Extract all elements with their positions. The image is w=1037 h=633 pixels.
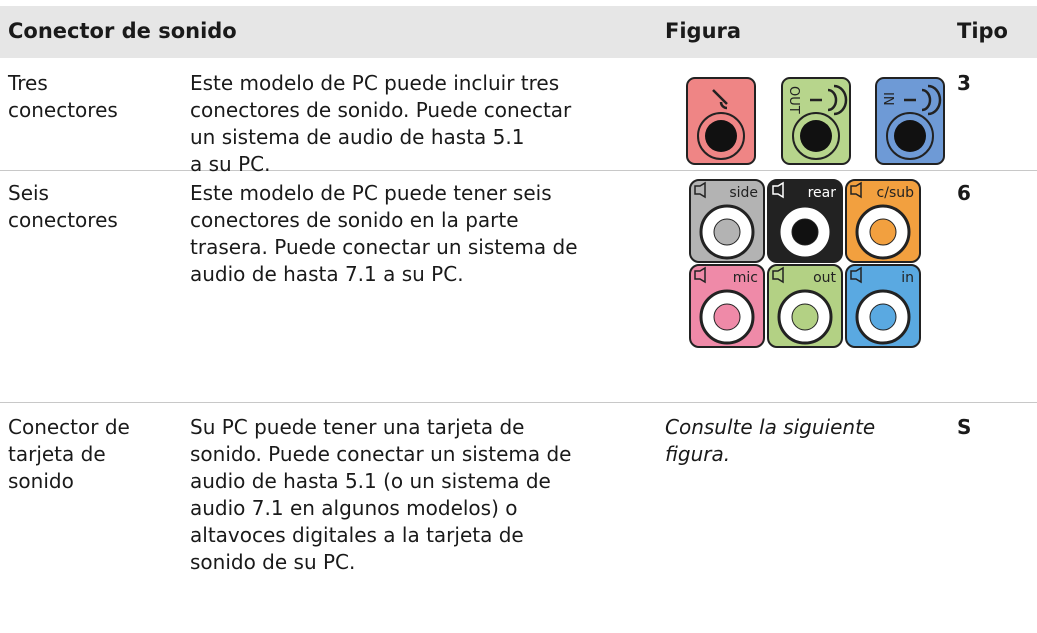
port-icon [850,181,862,199]
connector-line: Conector de [8,415,130,439]
description-line: Este modelo de PC puede tener seis [190,181,552,205]
description-line: sonido de su PC. [190,550,356,574]
connector-line: Tres [8,71,48,95]
row-separator [0,170,1037,171]
description-line: un sistema de audio de hasta 5.1 [190,125,525,149]
jack-label: c/sub [877,185,915,201]
jack-ring [886,112,934,160]
jack-label: side [729,185,758,201]
description-line: altavoces digitales a la tarjeta de [190,523,524,547]
header-cell: Conector de sonido [8,19,237,43]
type-cell: 6 [957,181,971,205]
port-icon [772,266,784,284]
jack-label: rear [808,185,837,201]
jack-ring [697,112,745,160]
jack-ring [792,112,840,160]
jack-hole [713,218,741,246]
jack-label: mic [733,270,758,286]
port-icon [850,266,862,284]
jack-hole [791,303,819,331]
header-cell: Tipo [957,19,1008,43]
jack-label: in [901,270,914,286]
type-cell: 3 [957,71,971,95]
jack-hole [713,303,741,331]
description-line: audio de hasta 7.1 a su PC. [190,262,464,286]
row-separator [0,402,1037,403]
jack-label: IN [880,92,895,106]
jack-hole [705,120,737,152]
type-cell: S [957,415,972,439]
jack-label: out [813,270,836,286]
description-line: sonido. Puede conectar un sistema de [190,442,572,466]
jack-hole [869,303,897,331]
header-band [0,6,1037,58]
figure-note: figura. [665,442,731,466]
header-cell: Figura [665,19,742,43]
connector-line: conectores [8,208,118,232]
jack-label: OUT [786,86,801,114]
connector-line: sonido [8,469,74,493]
description-line: Este modelo de PC puede incluir tres [190,71,560,95]
jack-hole [894,120,926,152]
port-icon [694,181,706,199]
sound-icon [810,84,848,116]
description-line: Su PC puede tener una tarjeta de [190,415,525,439]
connector-line: Seis [8,181,49,205]
jack-hole [791,218,819,246]
figure-note: Consulte la siguiente [665,415,876,439]
description-line: conectores de sonido. Puede conectar [190,98,572,122]
sound-icon [904,84,942,116]
port-icon [772,181,784,199]
description-line: a su PC. [190,152,271,176]
connector-line: tarjeta de [8,442,106,466]
connector-line: conectores [8,98,118,122]
description-line: trasera. Puede conectar un sistema de [190,235,578,259]
jack-hole [800,120,832,152]
port-icon [694,266,706,284]
mic-icon [712,89,728,110]
description-line: audio 7.1 en algunos modelos) o [190,496,518,520]
description-line: conectores de sonido en la parte [190,208,519,232]
description-line: audio de hasta 5.1 (o un sistema de [190,469,551,493]
jack-hole [869,218,897,246]
